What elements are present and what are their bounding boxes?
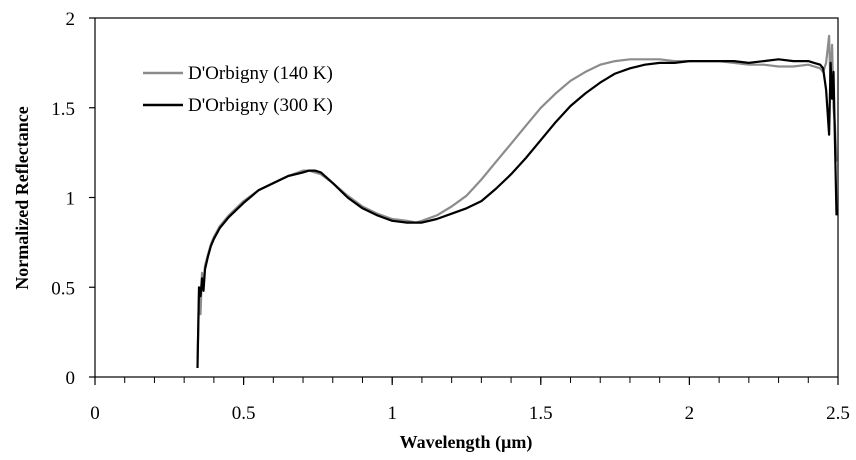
series-line-1 <box>196 34 838 360</box>
x-axis-title: Wavelength (µm) <box>400 432 533 453</box>
x-tick-label: 0.5 <box>232 403 256 424</box>
series-layer <box>196 34 838 369</box>
x-tick-label: 2.5 <box>826 403 850 424</box>
y-tick-label: 0.5 <box>51 278 75 299</box>
series-line-2 <box>196 58 838 369</box>
legend-label-1: D'Orbigny (140 K) <box>188 63 333 84</box>
y-axis-title: Normalized Reflectance <box>12 106 32 289</box>
y-tick-label: 0 <box>66 368 76 389</box>
axes: 0 0.5 1 1.5 2 2.5 0 0.5 1 1.5 2 <box>51 9 850 424</box>
x-tick-label: 2 <box>685 403 695 424</box>
legend-label-2: D'Orbigny (300 K) <box>188 95 333 116</box>
legend: D'Orbigny (140 K) D'Orbigny (300 K) <box>143 63 333 116</box>
x-tick-label: 0 <box>90 403 100 424</box>
x-tick-label: 1.5 <box>529 403 553 424</box>
y-tick-label: 1.5 <box>51 99 75 120</box>
y-tick-label: 1 <box>66 189 76 210</box>
y-tick-label: 2 <box>66 9 76 30</box>
x-tick-label: 1 <box>387 403 397 424</box>
